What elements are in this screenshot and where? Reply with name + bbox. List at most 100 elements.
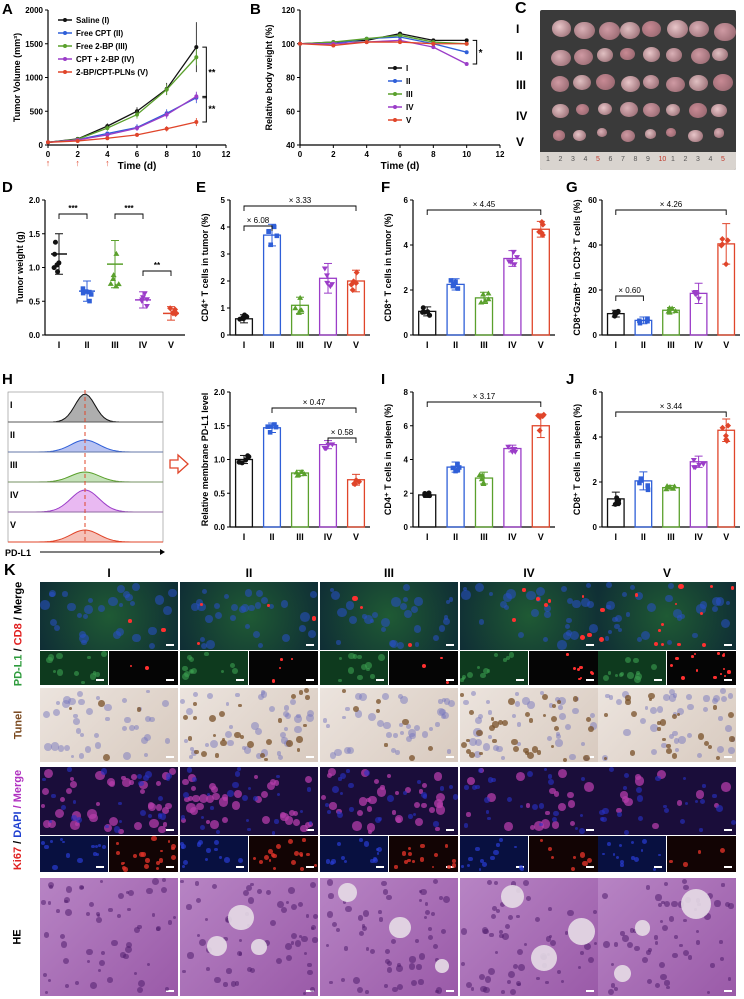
- data-point: [666, 309, 673, 315]
- cell-spot: [366, 667, 371, 672]
- cell-spot: [180, 879, 185, 884]
- cell-spot: [95, 770, 105, 781]
- cell-spot: [674, 747, 680, 753]
- tumor-photo: 1 2 3 4 5 6 7 8 9 10 1 2 3 4 5: [540, 10, 736, 170]
- row-label-part: Tunel: [12, 710, 25, 740]
- cell-spot: [408, 814, 414, 819]
- cell-spot: [275, 843, 281, 849]
- cell-spot: [567, 791, 574, 799]
- cell-spot: [516, 722, 522, 727]
- cell-spot: [157, 812, 162, 817]
- cell-spot: [145, 716, 152, 723]
- cell-spot: [484, 796, 491, 803]
- cell-spot: [213, 603, 221, 610]
- cell-spot: [246, 818, 250, 823]
- cell-spot: [514, 845, 517, 849]
- cell-spot: [608, 988, 615, 995]
- cell-spot: [413, 801, 421, 809]
- data-point: [464, 41, 469, 46]
- cell-spot: [477, 714, 483, 720]
- cell-spot: [65, 984, 70, 989]
- data-point: [298, 41, 302, 46]
- cell-spot: [661, 743, 667, 749]
- cell-spot: [381, 617, 390, 627]
- cell-spot: [727, 670, 731, 674]
- cell-spot: [290, 941, 295, 945]
- cell-spot: [579, 813, 584, 818]
- cell-spot: [510, 881, 517, 887]
- cell-spot: [645, 885, 651, 890]
- cell-spot: [48, 881, 55, 888]
- cell-spot: [96, 696, 101, 700]
- annotation-label: ***: [68, 204, 78, 213]
- cell-spot: [145, 666, 149, 671]
- cell-spot: [191, 794, 200, 803]
- data-point: [246, 454, 252, 460]
- cell-spot: [105, 824, 109, 829]
- scale-bar: [96, 866, 104, 868]
- cell-spot: [394, 790, 400, 796]
- cell-spot: [593, 942, 598, 946]
- cell-spot: [122, 725, 128, 731]
- cell-spot: [220, 669, 225, 674]
- cell-spot: [553, 810, 559, 816]
- cell-spot: [501, 885, 525, 908]
- cell-spot: [257, 694, 264, 701]
- cell-spot: [693, 653, 696, 656]
- cell-spot: [508, 970, 516, 978]
- cell-spot: [623, 772, 629, 778]
- tumor-sample: [596, 47, 614, 62]
- row-label-part: HE: [12, 929, 24, 945]
- tumor-sample: [575, 103, 589, 115]
- cell-spot: [118, 819, 122, 823]
- cell-spot: [582, 860, 588, 867]
- cell-spot: [290, 903, 297, 910]
- cell-spot: [98, 968, 102, 972]
- cell-spot: [668, 694, 677, 703]
- bar: [662, 486, 680, 528]
- cell-spot: [658, 629, 662, 633]
- data-point: [353, 280, 360, 287]
- cell-spot: [623, 729, 631, 737]
- cell-spot: [580, 776, 585, 781]
- cell-spot: [195, 897, 201, 903]
- scale-bar: [236, 866, 244, 868]
- cell-spot: [48, 654, 55, 661]
- panel-label: D: [2, 179, 13, 196]
- column-header: I: [107, 566, 111, 580]
- cell-spot: [687, 703, 694, 711]
- cell-spot: [65, 909, 73, 916]
- cell-spot: [146, 888, 153, 895]
- data-point: [479, 472, 486, 478]
- cell-spot: [257, 642, 263, 648]
- cell-spot: [205, 794, 214, 803]
- cell-spot: [667, 640, 673, 646]
- cell-spot: [191, 785, 197, 791]
- cell-spot: [162, 822, 168, 827]
- cell-spot: [233, 790, 242, 799]
- cell-spot: [352, 595, 358, 601]
- tumor-sample: [713, 74, 734, 92]
- cell-spot: [695, 940, 701, 945]
- merge-image: [598, 582, 736, 650]
- cell-spot: [697, 733, 705, 740]
- cell-spot: [268, 705, 275, 712]
- cell-spot: [187, 952, 194, 959]
- row-label: Ki67 / DAPI / Merge: [6, 767, 30, 872]
- cell-spot: [708, 744, 713, 750]
- data-point: [692, 289, 699, 295]
- data-point: [292, 305, 299, 311]
- cell-spot: [285, 955, 292, 962]
- cell-spot: [238, 938, 243, 943]
- cell-spot: [338, 656, 342, 660]
- cell-spot: [535, 596, 541, 601]
- cell-spot: [550, 939, 557, 946]
- cell-spot: [218, 710, 225, 717]
- cell-spot: [257, 889, 262, 894]
- y-axis-label: Tumor weight (g): [15, 231, 25, 303]
- cell-spot: [418, 953, 425, 960]
- cell-spot: [570, 821, 576, 827]
- cell-spot: [287, 887, 295, 894]
